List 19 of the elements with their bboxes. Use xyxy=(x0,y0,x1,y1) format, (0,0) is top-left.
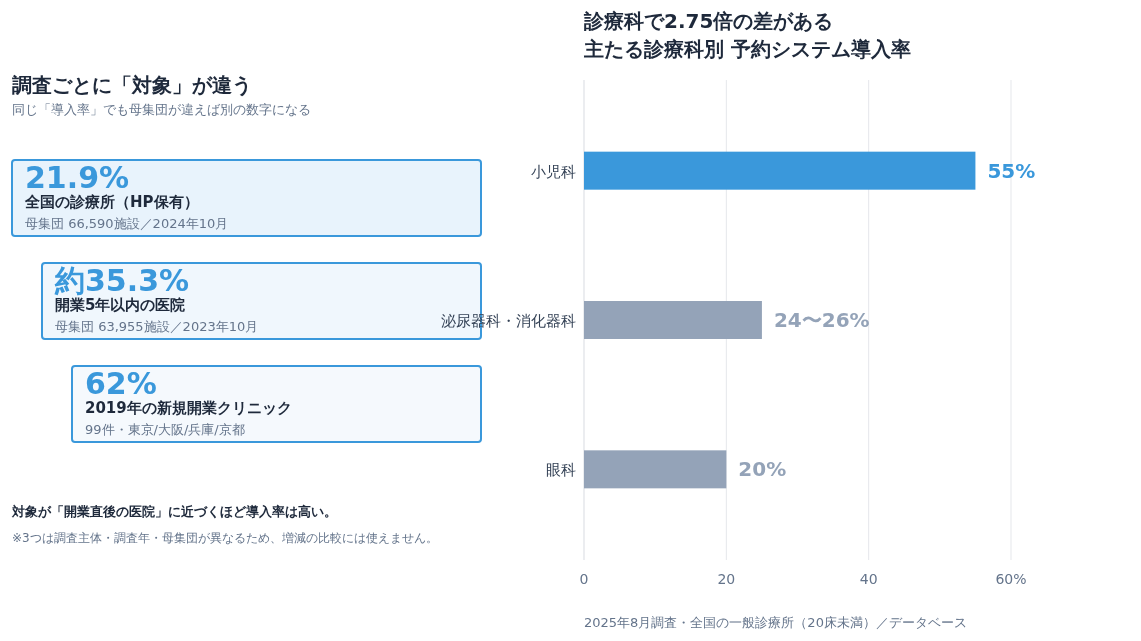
annotation: 24〜26% xyxy=(773,308,870,332)
text: 調査ごとに「対象」が違う xyxy=(12,73,252,97)
x-tick-label: 20 xyxy=(717,571,736,587)
chart-subtitle: 主たる診療科別 予約システム導入率 xyxy=(583,37,911,61)
data-label: 55% xyxy=(987,158,1036,183)
chart-title: 診療科で2.75倍の差がある xyxy=(583,9,834,33)
x-tick-label: 60% xyxy=(995,571,1027,587)
text: ※3つは調査主体・調査年・母集団が異なるため、増減の比較には使えません。 xyxy=(12,531,438,545)
text: 対象が「開業直後の医院」に近づくほど導入率は高い。 xyxy=(11,504,337,519)
text: 2025年8月調査・全国の一般診療所（20床未満）／データベース xyxy=(584,615,967,630)
x-tick-label: 40 xyxy=(859,571,878,587)
data-label: 20% xyxy=(738,457,787,482)
x-tick-label: 0 xyxy=(579,571,589,587)
y-tick-label: 小児科 xyxy=(531,162,576,181)
bar xyxy=(584,450,727,489)
text: 同じ「導入率」でも母集団が違えば別の数字になる xyxy=(12,102,311,117)
bar xyxy=(584,301,762,339)
y-tick-label: 眼科 xyxy=(546,461,576,480)
bar xyxy=(584,151,976,190)
